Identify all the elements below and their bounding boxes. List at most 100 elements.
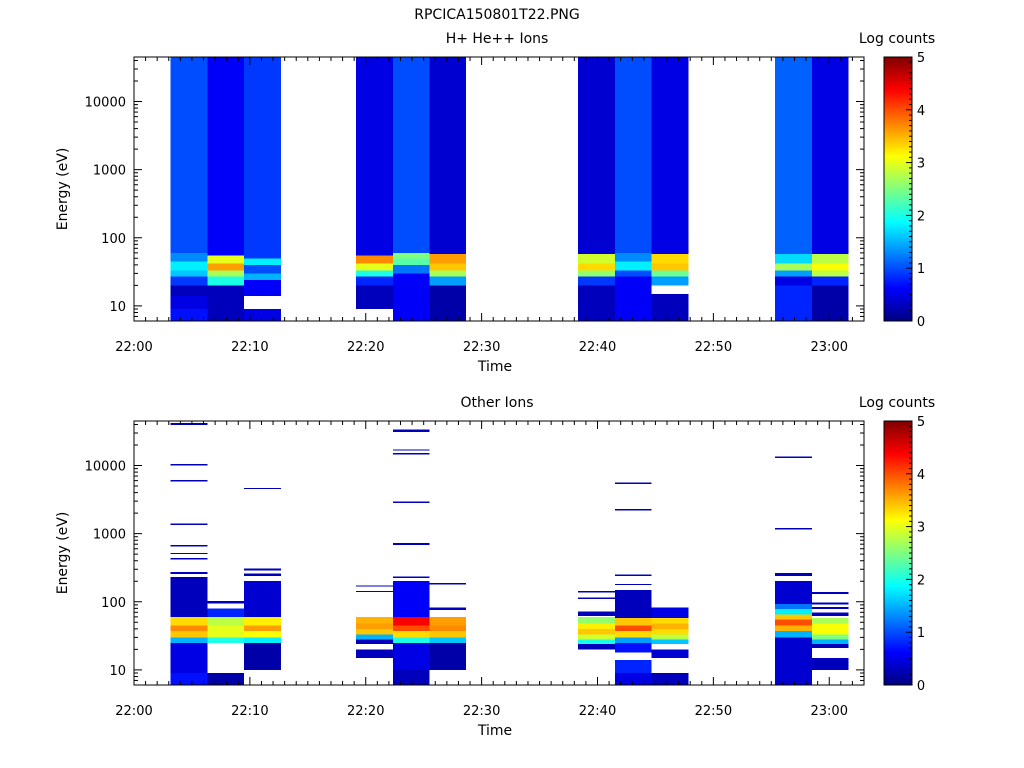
heatmap-cell <box>207 255 245 264</box>
heatmap-cell <box>651 57 689 254</box>
colorbar-tick-label: 5 <box>917 415 925 430</box>
heatmap-cell <box>578 57 615 254</box>
heatmap-cell <box>614 270 652 277</box>
heatmap-cell <box>170 309 208 321</box>
heatmap-cell <box>356 634 393 640</box>
heatmap-cell <box>775 276 812 286</box>
x-tick-label: 23:00 <box>811 340 848 355</box>
y-tick-label: 10000 <box>85 96 126 111</box>
heatmap-cell <box>244 309 281 321</box>
heatmap-cell <box>775 285 812 321</box>
y-tick-label: 1000 <box>93 164 126 179</box>
heatmap-cell <box>775 614 812 620</box>
heatmap-cell <box>651 293 689 321</box>
heatmap-cell <box>614 482 652 484</box>
heatmap-cell <box>356 255 393 264</box>
heatmap-cell <box>811 657 849 670</box>
heatmap-cell <box>429 607 467 611</box>
x-axis: 22:00 22:10 22:20 22:30 22:40 22:50 23:00 Time <box>115 57 865 375</box>
y-axis-label: Energy (eV) <box>55 148 71 231</box>
heatmap-cell <box>207 601 245 604</box>
heatmap-cell <box>170 261 208 271</box>
heatmap-cell <box>392 542 430 545</box>
colorbar-tick-label: 4 <box>917 104 925 119</box>
heatmap-cell <box>244 637 281 643</box>
heatmap-cell <box>392 258 430 265</box>
heatmap-cell <box>775 57 812 254</box>
heatmap-cell <box>578 628 615 635</box>
colorbar-gradient <box>883 56 913 322</box>
x-axis-label: Time <box>477 359 512 375</box>
heatmap-cell <box>244 625 281 632</box>
heatmap-cell <box>356 639 393 644</box>
heatmap-cell <box>170 480 208 482</box>
x-tick-label: 22:10 <box>231 340 268 355</box>
heatmap-cell <box>170 270 208 277</box>
heatmap-cell <box>170 523 208 525</box>
heatmap-cell <box>651 253 689 264</box>
heatmap-cell <box>614 574 652 576</box>
heatmap-cell <box>811 606 849 610</box>
x-tick-label: 22:30 <box>463 704 500 719</box>
heatmap-cell <box>578 597 615 599</box>
heatmap-cell <box>651 628 689 635</box>
heatmap-cell <box>811 263 849 271</box>
colorbar-tick-label: 2 <box>917 573 925 588</box>
y-axis: 10 100 1000 10000 Energy (eV) <box>55 423 864 686</box>
heatmap-cell <box>811 285 849 321</box>
heatmap-cell <box>614 261 652 271</box>
y-tick-label: 10000 <box>85 460 126 475</box>
heatmap-cell <box>775 625 812 632</box>
heatmap-cell <box>392 273 430 321</box>
heatmap-cell <box>392 57 430 253</box>
heatmap-cell <box>578 634 615 640</box>
heatmap-cell <box>356 263 393 271</box>
heatmap-cell <box>170 285 208 296</box>
heatmap-cell <box>651 270 689 277</box>
heatmap-cell <box>651 276 689 286</box>
heatmap-cell <box>429 625 467 632</box>
heatmap-cell <box>170 571 208 574</box>
heatmap-cell <box>811 253 849 264</box>
heatmap-cell <box>356 649 393 658</box>
x-tick-label: 22:00 <box>115 704 152 719</box>
heatmap-cell <box>578 276 615 286</box>
heatmap-cell <box>207 616 245 626</box>
x-tick-label: 22:40 <box>579 704 616 719</box>
y-axis-label: Energy (eV) <box>55 512 71 595</box>
heatmap-cell <box>207 631 245 638</box>
heatmap-cell <box>578 611 615 616</box>
y-tick-label: 100 <box>101 232 126 247</box>
colorbar-label: Log counts <box>859 31 935 47</box>
heatmap-cell <box>244 616 281 626</box>
heatmap-cell <box>244 258 281 265</box>
heatmap-cell <box>811 276 849 286</box>
panel-title: H+ He++ Ions <box>446 31 549 47</box>
heatmap-cell <box>614 625 652 632</box>
heatmap-cell <box>170 631 208 638</box>
x-axis-label: Time <box>477 723 512 739</box>
heatmap-cell <box>356 590 393 592</box>
heatmap-cell <box>775 609 812 615</box>
heatmap-cell <box>356 585 393 587</box>
heatmap-cell <box>614 57 652 253</box>
heatmap-cell <box>614 509 652 511</box>
heatmap-cell <box>578 285 615 321</box>
heatmap-cell <box>429 616 467 626</box>
colorbar-tick-label: 0 <box>917 315 925 330</box>
heatmap-cell <box>244 573 281 576</box>
heatmap-cell <box>775 637 812 685</box>
heatmap-cell <box>392 449 430 451</box>
heatmap-cell <box>811 623 849 629</box>
heatmap-cell <box>614 589 652 618</box>
x-axis: 22:00 22:10 22:20 22:30 22:40 22:50 23:00 Time <box>115 421 865 739</box>
heatmap-cell <box>651 263 689 271</box>
panel-title: Other Ions <box>460 395 533 411</box>
heatmap-cell <box>356 270 393 277</box>
heatmap-cell <box>614 583 652 586</box>
heatmap-cell <box>614 631 652 638</box>
heatmap-cell <box>356 285 393 309</box>
heatmap-cell <box>651 617 689 624</box>
heatmap-cell <box>244 642 281 670</box>
heatmap-cell <box>429 57 467 254</box>
